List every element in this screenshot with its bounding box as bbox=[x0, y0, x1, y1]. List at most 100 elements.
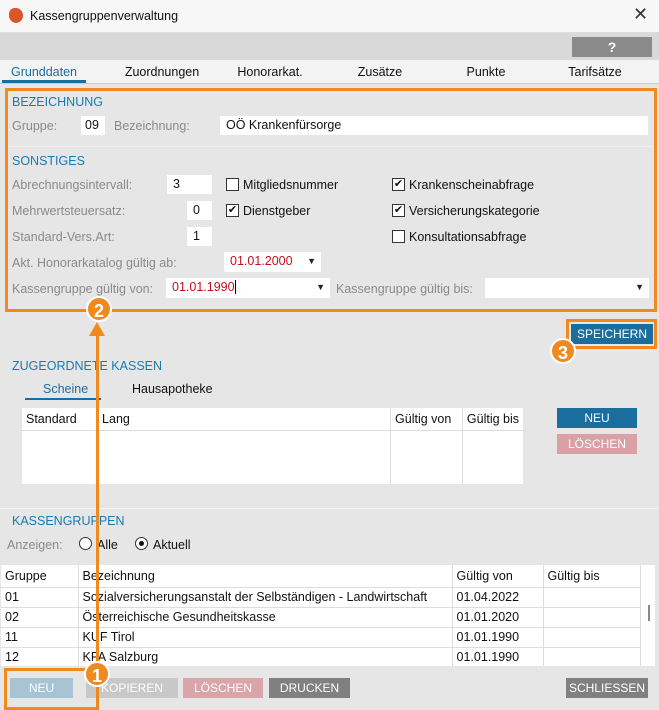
abrechnung-input[interactable]: 3 bbox=[167, 175, 212, 194]
title-bar bbox=[0, 0, 659, 33]
highlight-box-main bbox=[5, 88, 657, 312]
bezeichnung-input[interactable]: OÖ Krankenfürsorge bbox=[220, 116, 648, 135]
honorar-label: Akt. Honorarkatalog gültig ab: bbox=[12, 256, 177, 270]
step-marker-1: 1 bbox=[84, 661, 110, 687]
annotation-arrow bbox=[96, 330, 99, 665]
versicherungskategorie-label: Versicherungskategorie bbox=[409, 204, 540, 218]
section-kassengruppen: KASSENGRUPPEN bbox=[12, 514, 125, 528]
honorar-date-value: 01.01.2000 bbox=[230, 254, 293, 268]
help-button[interactable]: ? bbox=[572, 37, 652, 57]
copy-button[interactable]: KOPIEREN bbox=[86, 678, 178, 698]
bezeichnung-label: Bezeichnung: bbox=[114, 119, 190, 133]
table-row[interactable]: 01 Sozialversicherungsanstalt der Selbstä… bbox=[1, 587, 641, 607]
column-header[interactable]: Standard bbox=[22, 408, 99, 430]
kassen-new-button[interactable]: NEU bbox=[557, 408, 637, 428]
von-date-value: 01.01.1990 bbox=[172, 280, 236, 294]
delete-button[interactable]: LÖSCHEN bbox=[183, 678, 263, 698]
krankenschein-checkbox[interactable]: ✔ bbox=[392, 178, 405, 191]
column-header[interactable]: Gültig von bbox=[452, 565, 544, 587]
tab-bar: Grunddaten Zuordnungen Honorarkat. Zusät… bbox=[0, 60, 659, 84]
cell-gueltig-bis bbox=[543, 587, 641, 607]
arrowhead-icon bbox=[89, 322, 105, 336]
kassen-table: Standard Lang Gültig von Gültig bis bbox=[22, 408, 523, 484]
section-bezeichnung: BEZEICHNUNG bbox=[12, 95, 103, 109]
radio-aktuell[interactable] bbox=[135, 537, 148, 550]
versart-label: Standard-Vers.Art: bbox=[12, 230, 115, 244]
scrollbar-thumb[interactable] bbox=[648, 605, 650, 621]
cell-gueltig-von: 01.04.2022 bbox=[452, 587, 544, 607]
dienstgeber-checkbox[interactable]: ✔ bbox=[226, 204, 239, 217]
abrechnung-label: Abrechnungsintervall: bbox=[12, 178, 133, 192]
cell-gruppe: 11 bbox=[1, 627, 79, 647]
app-logo-icon bbox=[9, 8, 23, 23]
close-icon[interactable]: ✕ bbox=[633, 4, 649, 24]
window-title: Kassengruppenverwaltung bbox=[30, 9, 179, 23]
column-header[interactable]: Gültig von bbox=[390, 408, 463, 430]
highlight-box-new bbox=[4, 668, 99, 710]
gruppe-label: Gruppe: bbox=[12, 119, 58, 133]
toolbar bbox=[0, 33, 659, 60]
cell-gueltig-bis bbox=[543, 647, 641, 666]
column-header[interactable]: Gruppe bbox=[1, 565, 79, 587]
close-button[interactable]: SCHLIESSEN bbox=[566, 678, 648, 698]
save-button[interactable]: SPEICHERN bbox=[571, 324, 653, 344]
table-row[interactable]: 02 Österreichische Gesundheitskasse 01.01.… bbox=[1, 607, 641, 627]
von-date-select[interactable]: 01.01.1990 ▼ bbox=[166, 278, 330, 298]
krankenschein-label: Krankenscheinabfrage bbox=[409, 178, 535, 192]
tab-punkte[interactable]: Punkte bbox=[466, 65, 506, 79]
bis-date-select[interactable]: ▼ bbox=[485, 278, 649, 298]
kassen-delete-button[interactable]: LÖSCHEN bbox=[557, 434, 637, 454]
mwst-input[interactable]: 0 bbox=[187, 201, 212, 220]
tab-zuordnungen[interactable]: Zuordnungen bbox=[124, 65, 200, 79]
tab-grunddaten[interactable]: Grunddaten bbox=[10, 65, 78, 79]
section-zugeordnete-kassen: ZUGEORDNETE KASSEN bbox=[12, 359, 163, 373]
chevron-down-icon: ▼ bbox=[316, 282, 325, 292]
konsultation-checkbox[interactable] bbox=[392, 230, 405, 243]
divider bbox=[5, 146, 656, 147]
column-header[interactable]: Gültig bis bbox=[543, 565, 641, 587]
radio-alle-label: Alle bbox=[97, 538, 118, 552]
cell-gueltig-von: 01.01.1990 bbox=[452, 647, 544, 666]
cell-bezeichnung: KFA Salzburg bbox=[78, 647, 453, 666]
column-header[interactable]: Lang bbox=[97, 408, 392, 430]
cell-gruppe: 01 bbox=[1, 587, 79, 607]
active-subtab-indicator bbox=[25, 398, 101, 400]
cell-gueltig-bis bbox=[543, 627, 641, 647]
table-row[interactable]: 11 KUF Tirol 01.01.1990 bbox=[1, 627, 641, 647]
cell-bezeichnung: Österreichische Gesundheitskasse bbox=[78, 607, 453, 627]
tab-honorarkat[interactable]: Honorarkat. bbox=[237, 65, 303, 79]
tab-hausapotheke[interactable]: Hausapotheke bbox=[132, 382, 213, 396]
section-sonstiges: SONSTIGES bbox=[12, 154, 85, 168]
mitgliedsnummer-label: Mitgliedsnummer bbox=[243, 178, 339, 192]
cell-gueltig-bis bbox=[543, 607, 641, 627]
cell-gruppe: 02 bbox=[1, 607, 79, 627]
table-row[interactable]: 12 KFA Salzburg 01.01.1990 bbox=[1, 647, 641, 666]
cell-bezeichnung: Sozialversicherungsanstalt der Selbständ… bbox=[78, 587, 453, 607]
bis-label: Kassengruppe gültig bis: bbox=[336, 282, 473, 296]
konsultation-label: Konsultationsabfrage bbox=[409, 230, 527, 244]
column-header[interactable]: Gültig bis bbox=[466, 411, 519, 426]
chevron-down-icon: ▼ bbox=[635, 282, 644, 292]
versart-input[interactable]: 1 bbox=[187, 227, 212, 246]
print-button[interactable]: DRUCKEN bbox=[269, 678, 350, 698]
tab-scheine[interactable]: Scheine bbox=[43, 382, 89, 396]
mitgliedsnummer-checkbox[interactable] bbox=[226, 178, 239, 191]
tab-zusaetze[interactable]: Zusätze bbox=[357, 65, 403, 79]
divider bbox=[0, 508, 659, 509]
new-button[interactable]: NEU bbox=[10, 678, 73, 698]
cell-gueltig-von: 01.01.1990 bbox=[452, 627, 544, 647]
cell-gueltig-von: 01.01.2020 bbox=[452, 607, 544, 627]
chevron-down-icon: ▼ bbox=[307, 256, 316, 266]
tab-tarifsaetze[interactable]: Tarifsätze bbox=[568, 65, 622, 79]
step-marker-2: 2 bbox=[86, 296, 112, 322]
versicherungskategorie-checkbox[interactable]: ✔ bbox=[392, 204, 405, 217]
column-header[interactable]: Bezeichnung bbox=[78, 565, 453, 587]
mwst-label: Mehrwertsteuersatz: bbox=[12, 204, 126, 218]
cell-bezeichnung: KUF Tirol bbox=[78, 627, 453, 647]
active-tab-indicator bbox=[2, 80, 86, 83]
gruppe-input[interactable]: 09 bbox=[81, 116, 105, 135]
honorar-date-select[interactable]: 01.01.2000 ▼ bbox=[224, 252, 321, 272]
highlight-box-save bbox=[566, 319, 657, 349]
radio-alle[interactable] bbox=[79, 537, 92, 550]
von-label: Kassengruppe gültig von: bbox=[12, 282, 154, 296]
